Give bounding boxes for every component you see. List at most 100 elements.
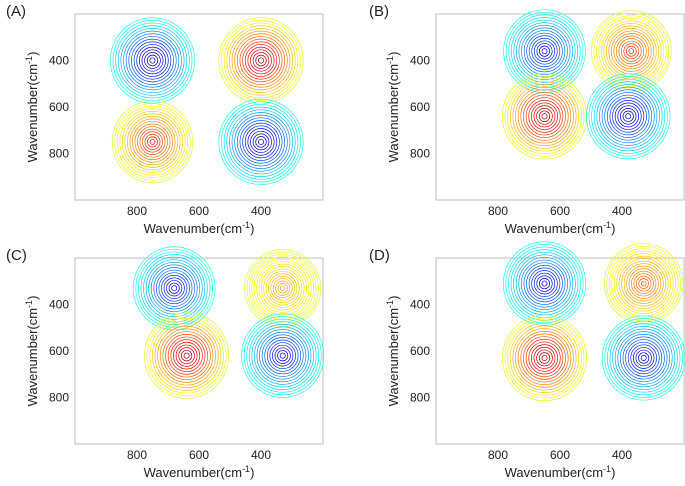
contour-line bbox=[618, 258, 669, 309]
contour-line bbox=[163, 277, 185, 299]
contour-line bbox=[536, 275, 553, 292]
contour-line bbox=[218, 17, 304, 104]
contour-line bbox=[612, 100, 645, 133]
contour-line bbox=[593, 12, 670, 90]
y-tick-label: 800 bbox=[410, 147, 430, 161]
x-tick-label: 600 bbox=[550, 204, 570, 218]
contour-line bbox=[279, 352, 286, 359]
contour-line bbox=[138, 46, 167, 75]
contour-line bbox=[149, 138, 156, 145]
contour-line bbox=[625, 45, 637, 57]
y-axis-label-close: ) bbox=[25, 52, 40, 56]
contour-line bbox=[515, 328, 574, 388]
panel-label: (D) bbox=[369, 247, 390, 264]
contour-line bbox=[528, 99, 561, 133]
contour-line bbox=[161, 274, 188, 302]
contour-line bbox=[279, 285, 286, 291]
contour-line bbox=[166, 280, 183, 297]
contour-line bbox=[229, 109, 293, 175]
contour-line bbox=[260, 266, 305, 311]
plot-frame bbox=[435, 13, 685, 201]
contour-line bbox=[144, 312, 230, 399]
contour-line bbox=[170, 339, 203, 373]
y-tick-label: 600 bbox=[410, 344, 430, 358]
contour-peak bbox=[501, 73, 588, 160]
x-axis-label-text: Wavenumber(cm bbox=[505, 221, 603, 236]
contour-line bbox=[272, 278, 293, 299]
contour-line bbox=[612, 326, 676, 390]
contour-line bbox=[533, 40, 556, 62]
contour-line bbox=[533, 346, 556, 370]
contour-line bbox=[517, 330, 572, 386]
contour-line bbox=[635, 275, 652, 292]
contour-line bbox=[112, 20, 193, 101]
contour-line bbox=[111, 100, 194, 184]
y-axis-label-exponent: -1 bbox=[385, 56, 395, 64]
contour-line bbox=[277, 350, 289, 362]
y-axis-label-exponent: -1 bbox=[385, 300, 395, 308]
contour-line bbox=[231, 112, 291, 172]
contour-line bbox=[234, 33, 288, 88]
contour-line bbox=[633, 273, 654, 294]
panel-label: (A) bbox=[6, 3, 26, 20]
x-axis-label-exponent: -1 bbox=[603, 464, 611, 474]
contour-line bbox=[539, 45, 550, 57]
contour-line bbox=[155, 269, 193, 307]
contour-line bbox=[613, 253, 674, 314]
x-axis-label-close: ) bbox=[611, 221, 615, 236]
contour-line bbox=[147, 136, 158, 148]
contour-line bbox=[125, 33, 180, 88]
contour-line bbox=[538, 110, 551, 122]
contour-line bbox=[620, 107, 637, 125]
contour-line bbox=[221, 20, 301, 101]
contour-line bbox=[620, 40, 642, 62]
contour-line bbox=[588, 76, 668, 157]
contour-line bbox=[221, 101, 301, 183]
contour-line bbox=[616, 255, 672, 312]
contour-line bbox=[269, 342, 296, 370]
x-tick-label: 400 bbox=[612, 204, 632, 218]
contour-line bbox=[504, 75, 585, 157]
contour-line bbox=[531, 37, 558, 65]
contour-peak bbox=[144, 312, 230, 399]
contour-line bbox=[622, 336, 665, 380]
contour-line bbox=[251, 256, 314, 320]
contour-line bbox=[165, 333, 209, 378]
contour-line bbox=[140, 254, 208, 323]
contour-line bbox=[248, 321, 317, 390]
contour-line bbox=[528, 267, 561, 300]
contour-line bbox=[621, 260, 667, 307]
contour-line bbox=[520, 259, 569, 308]
contour-line bbox=[229, 28, 293, 93]
contour-line bbox=[536, 43, 553, 60]
contour-line bbox=[523, 336, 566, 380]
contour-line bbox=[134, 123, 171, 161]
x-axis-label-exponent: -1 bbox=[242, 464, 250, 474]
x-tick-label: 800 bbox=[488, 448, 508, 462]
contour-line bbox=[638, 278, 649, 289]
contour-line bbox=[239, 120, 283, 164]
contour-line bbox=[255, 54, 267, 67]
contour-line bbox=[503, 9, 586, 94]
contour-line bbox=[168, 282, 180, 294]
plot-frame bbox=[74, 13, 324, 201]
contour-line bbox=[236, 36, 286, 85]
y-axis-label-text: Wavenumber(cm bbox=[386, 64, 401, 162]
contour-line bbox=[142, 131, 163, 153]
contour-line bbox=[132, 121, 173, 163]
contour-line bbox=[246, 318, 320, 393]
contour-line bbox=[609, 323, 678, 393]
contour-line bbox=[115, 22, 190, 99]
contour-line bbox=[136, 44, 169, 77]
contour-line bbox=[631, 270, 657, 297]
y-axis-label: Wavenumber(cm-1) bbox=[385, 52, 401, 163]
contour-line bbox=[143, 256, 206, 320]
contour-line bbox=[628, 48, 635, 55]
y-tick-label: 600 bbox=[410, 100, 430, 114]
contour-line bbox=[254, 326, 312, 385]
contour-line bbox=[525, 338, 564, 378]
contour-line bbox=[159, 328, 214, 383]
contour-line bbox=[275, 280, 291, 296]
contour-line bbox=[501, 314, 588, 402]
contour-line bbox=[263, 268, 303, 308]
